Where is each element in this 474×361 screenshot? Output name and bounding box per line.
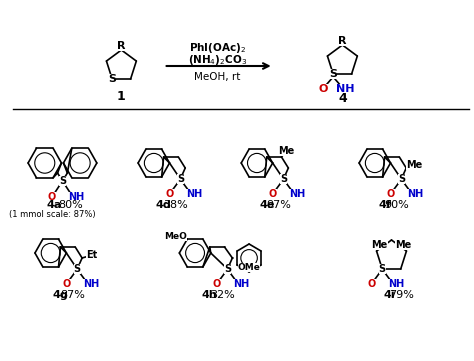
Text: NH: NH [407,189,423,199]
Text: O: O [47,192,56,202]
Text: NH: NH [233,279,249,289]
Text: S: S [224,264,231,274]
Text: O: O [269,189,277,199]
Text: 4h: 4h [202,290,218,300]
Text: 32%: 32% [210,290,235,300]
Text: 80%: 80% [58,200,82,210]
Text: 4e: 4e [259,200,274,210]
Text: R: R [117,41,126,51]
Text: 97%: 97% [266,200,291,210]
Text: 4g: 4g [53,290,68,300]
Text: 38%: 38% [163,200,188,210]
Text: O: O [165,189,173,199]
Text: MeO: MeO [164,232,187,241]
Text: S: S [59,176,66,186]
Text: S: S [280,174,287,184]
Text: O: O [386,189,395,199]
Text: 4d: 4d [156,200,172,210]
Text: PhI(OAc)$_2$: PhI(OAc)$_2$ [189,41,246,55]
Text: 4: 4 [338,92,347,105]
Text: S: S [73,264,81,274]
Text: NH: NH [388,279,404,289]
Text: Me: Me [371,240,388,250]
Text: Et: Et [86,250,98,260]
Text: (NH$_4$)$_2$CO$_3$: (NH$_4$)$_2$CO$_3$ [188,53,247,67]
Text: 1: 1 [117,90,126,103]
Text: O: O [319,84,328,94]
Text: R: R [338,36,346,46]
Text: NH: NH [186,189,202,199]
Text: S: S [108,74,116,84]
Text: 4a: 4a [47,200,62,210]
Text: NH: NH [336,84,354,94]
Text: OMe: OMe [237,262,260,271]
Text: NH: NH [83,279,99,289]
Text: 79%: 79% [389,290,414,300]
Text: S: S [379,264,386,274]
Text: 4i: 4i [384,290,395,300]
Text: O: O [212,279,221,289]
Text: 4f: 4f [378,200,391,210]
Text: MeOH, rt: MeOH, rt [194,72,241,82]
Text: 87%: 87% [60,290,85,300]
Text: 90%: 90% [384,200,409,210]
Text: O: O [62,279,71,289]
Text: S: S [177,174,184,184]
Text: Me: Me [395,240,411,250]
Text: Me: Me [278,146,294,156]
Text: S: S [398,174,405,184]
Text: Me: Me [406,160,422,170]
Text: O: O [367,279,375,289]
Text: NH: NH [289,189,305,199]
Text: S: S [329,69,337,79]
Text: (1 mmol scale: 87%): (1 mmol scale: 87%) [9,210,96,219]
Text: NH: NH [68,192,84,202]
